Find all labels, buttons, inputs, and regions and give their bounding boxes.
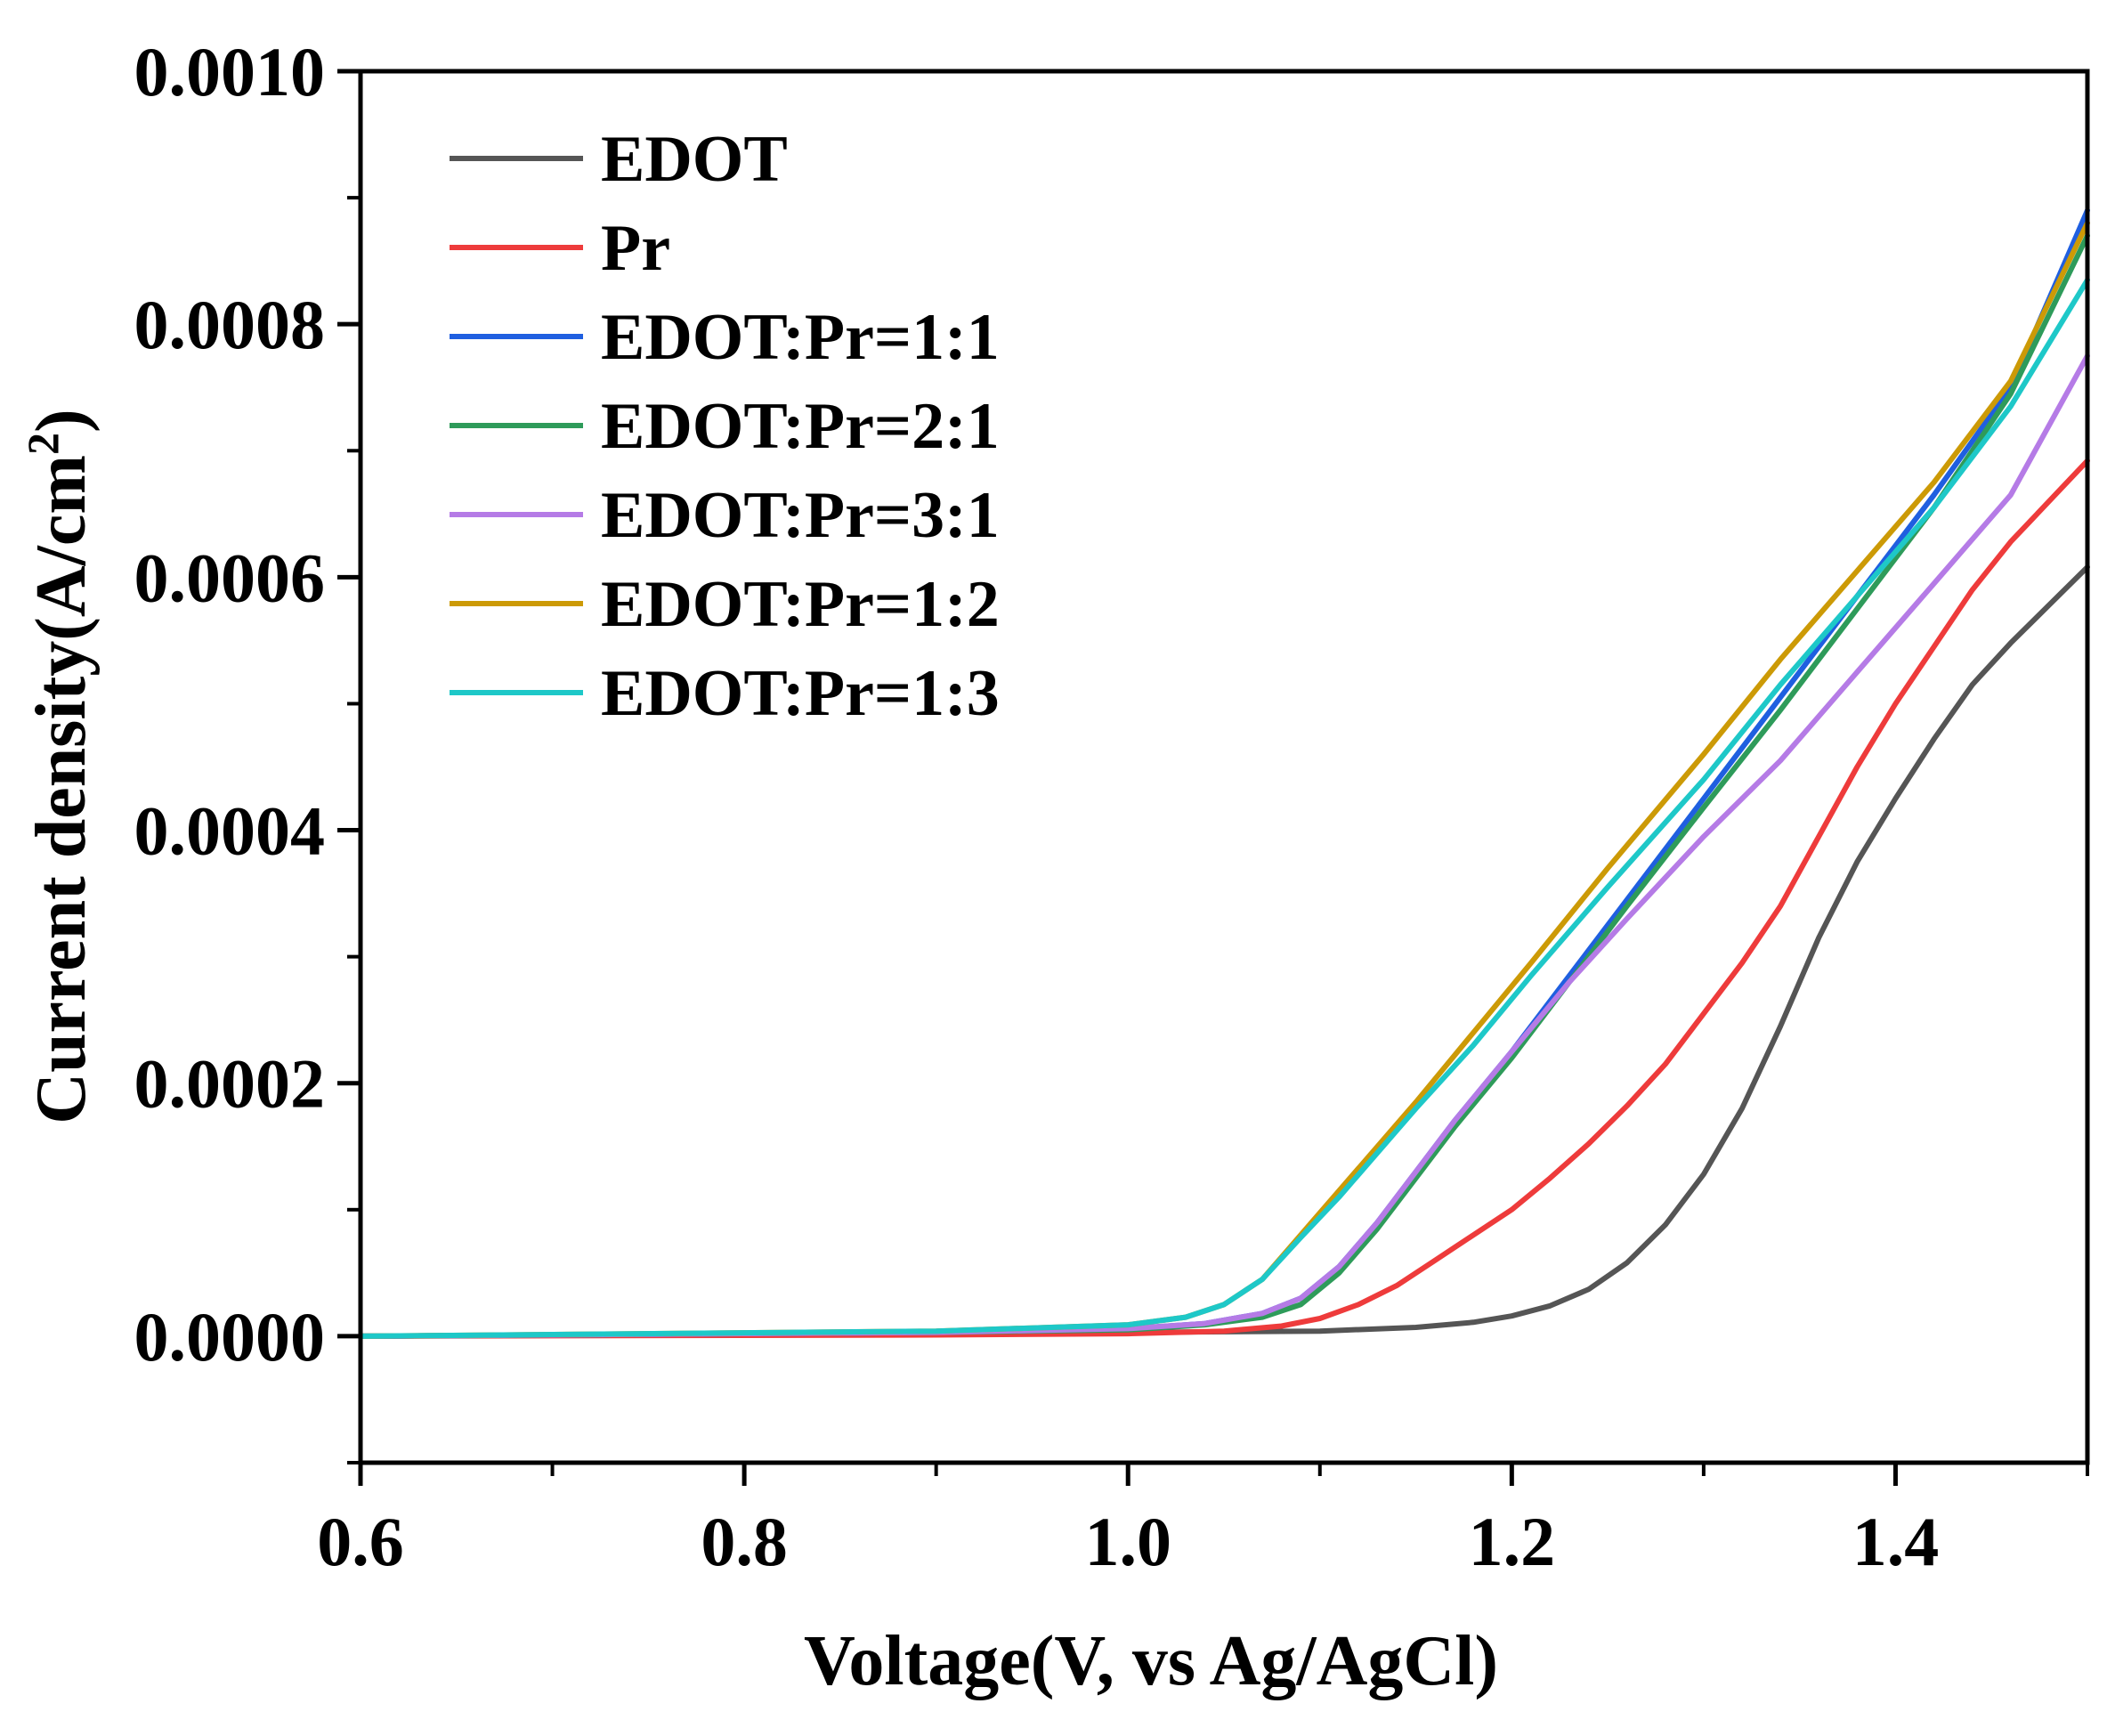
legend-label-edot-pr-1-1: EDOT:Pr=1:1 [601,301,1000,374]
x-tick-label: 0.8 [701,1503,788,1580]
y-axis-title-close: ) [22,409,101,433]
x-tick-label: 0.6 [317,1503,404,1580]
x-tick-label: 1.4 [1852,1503,1940,1580]
y-tick-label: 0.0008 [134,286,326,363]
series-line-edot [358,564,2090,1339]
x-tick-label: 1.0 [1084,1503,1171,1580]
y-axis-title-main: Current density(A/cm [22,455,101,1124]
plot-frame [358,69,2090,1465]
y-axis-title: Current density(A/cm2) [18,409,101,1124]
y-axis-title-sup: 2 [18,433,68,455]
series-line-edot-pr-1-3 [358,277,2090,1339]
legend-label-edot-pr-1-3: EDOT:Pr=1:3 [601,657,1000,730]
series-layer [358,207,2090,1339]
legend-label-edot-pr-2-1: EDOT:Pr=2:1 [601,390,1000,463]
y-tick-label: 0.0010 [134,33,326,110]
y-tick-label: 0.0002 [134,1045,326,1123]
series-line-pr [358,458,2090,1339]
series-line-edot-pr-3-1 [358,353,2090,1339]
x-axis-title: Voltage(V, vs Ag/AgCl) [804,1622,1498,1700]
series-line-edot-pr-1-1 [358,207,2090,1339]
y-tick-label: 0.0000 [134,1298,326,1375]
y-tick-label: 0.0006 [134,539,326,616]
ticks-layer: 0.6 0.8 1.0 1.2 1.4 0.0000 0.0002 0.0004 0.0006 0… [134,33,2089,1580]
x-tick-label: 1.2 [1469,1503,1556,1580]
legend-label-edot-pr-3-1: EDOT:Pr=3:1 [601,479,1000,552]
legend-label-edot: EDOT [601,123,788,196]
y-tick-label: 0.0004 [134,792,326,870]
legend-label-edot-pr-1-2: EDOT:Pr=1:2 [601,568,1000,641]
legend: EDOT Pr EDOT:Pr=1:1 EDOT:Pr=2:1 EDOT:Pr=3:1 E… [450,123,1000,730]
legend-label-pr: Pr [601,212,670,285]
